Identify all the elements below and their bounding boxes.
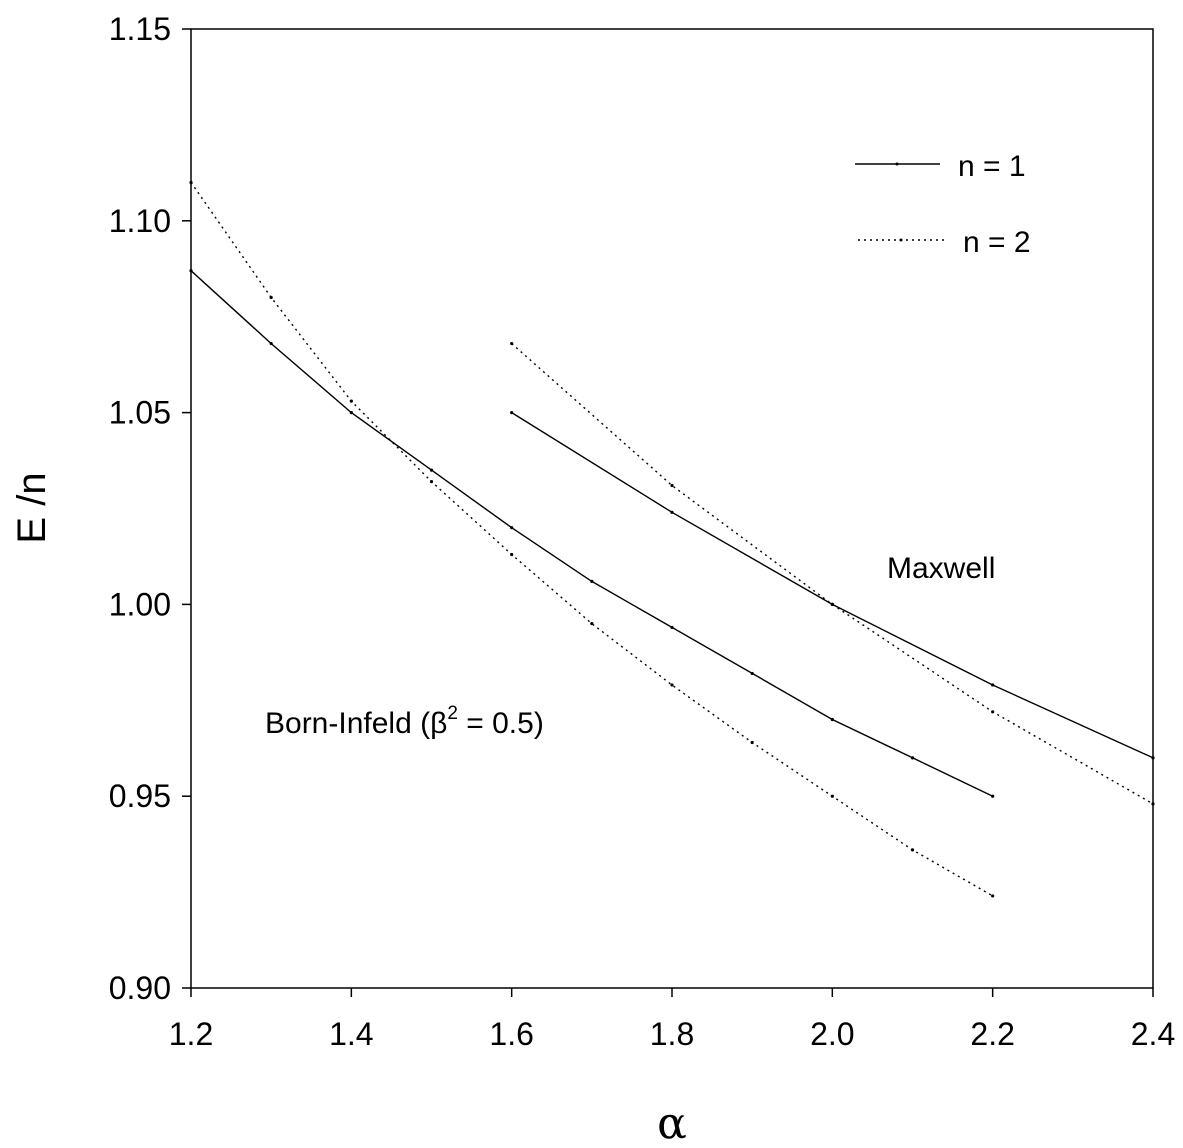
born-infeld-suffix: = 0.5) [458, 707, 544, 740]
born-infeld-annotation: Born-Infeld (β2 = 0.5) [265, 703, 544, 740]
born-infeld-superscript: 2 [447, 703, 458, 724]
maxwell-n1-line [511, 412, 1154, 759]
maxwell-n2-point [830, 602, 834, 607]
y-tick-label: 0.95 [109, 778, 171, 814]
born-infeld-n2-point [830, 794, 834, 798]
y-tick-label: 1.15 [109, 11, 171, 47]
born-infeld-n2-point [510, 552, 514, 557]
born-infeld-n1-point [750, 671, 754, 676]
maxwell-n1-point [510, 411, 514, 415]
legend-marker-n2 [899, 238, 903, 242]
born-infeld-n2-point [590, 621, 594, 626]
x-tick-label: 2.4 [1131, 1016, 1175, 1052]
born-infeld-n2-point [429, 480, 434, 484]
y-axis-title: E /n [10, 472, 54, 543]
born-infeld-n1-point [349, 411, 353, 415]
x-tick-label: 1.8 [650, 1016, 694, 1052]
legend-marker-n1 [895, 162, 899, 166]
x-axis-title: α [657, 1098, 687, 1148]
born-infeld-n1-point [590, 579, 594, 583]
legend-label-n1: n = 1 [958, 150, 1026, 183]
y-tick-label: 1.10 [109, 203, 171, 239]
legend-label-n2: n = 2 [963, 226, 1031, 259]
born-infeld-n2-point [670, 683, 674, 687]
maxwell-n1-point [670, 510, 674, 514]
x-tick-label: 1.6 [489, 1016, 533, 1052]
born-infeld-n1-point [830, 717, 834, 722]
born-infeld-n1-point [670, 625, 674, 630]
y-tick-label: 1.00 [109, 586, 171, 622]
maxwell-n2-point [670, 483, 674, 488]
born-infeld-n2-point [991, 894, 995, 898]
born-infeld-n2-point [910, 848, 915, 852]
x-tick-label: 2.2 [970, 1016, 1014, 1052]
born-infeld-n2-line [190, 181, 994, 897]
born-infeld-n2-point [750, 740, 754, 745]
legend: n = 1 n = 2 [855, 150, 1031, 259]
x-tick-label: 2.0 [810, 1016, 854, 1052]
y-tick-label: 1.05 [109, 395, 171, 431]
series-layer [189, 180, 1155, 898]
maxwell-n2-point [510, 341, 514, 346]
born-infeld-n2-point [269, 295, 273, 300]
x-tick-label: 1.2 [169, 1016, 213, 1052]
born-infeld-n1-point [269, 341, 273, 346]
born-infeld-n1-point [910, 756, 915, 760]
tick-layer: 1.2 1.4 1.6 1.8 2.0 2.2 2.4 0.90 0.95 1.00 1.05 1.1… [109, 11, 1176, 1052]
born-infeld-n1-point [429, 468, 434, 472]
born-infeld-n2-point [349, 399, 353, 403]
born-infeld-n1-point [510, 526, 514, 530]
born-infeld-n1-point [991, 794, 995, 798]
maxwell-annotation: Maxwell [887, 552, 995, 585]
x-tick-label: 1.4 [329, 1016, 373, 1052]
maxwell-n2-line [511, 343, 1154, 805]
y-tick-label: 0.90 [109, 970, 171, 1006]
born-infeld-prefix: Born-Infeld (β [265, 707, 447, 740]
maxwell-n2-point [991, 710, 995, 714]
maxwell-n1-point [991, 683, 995, 687]
